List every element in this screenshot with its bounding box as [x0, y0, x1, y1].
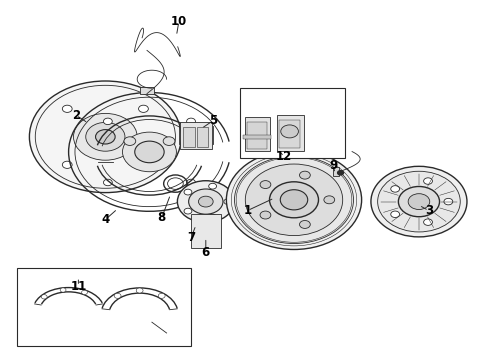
- Text: 9: 9: [329, 159, 337, 172]
- Text: 4: 4: [101, 213, 109, 226]
- Circle shape: [86, 122, 125, 151]
- Bar: [197, 127, 208, 147]
- Circle shape: [378, 171, 460, 232]
- Circle shape: [324, 196, 335, 204]
- Circle shape: [158, 293, 165, 298]
- Circle shape: [189, 189, 223, 214]
- Circle shape: [299, 171, 310, 179]
- Bar: [243, 135, 271, 139]
- Circle shape: [391, 211, 399, 217]
- Circle shape: [226, 150, 362, 249]
- Circle shape: [444, 198, 453, 205]
- Circle shape: [103, 118, 112, 125]
- Text: 2: 2: [72, 109, 80, 122]
- Circle shape: [408, 194, 430, 210]
- Circle shape: [62, 161, 72, 168]
- Circle shape: [139, 105, 148, 112]
- Bar: [17, 268, 191, 346]
- Circle shape: [235, 156, 353, 243]
- Circle shape: [184, 208, 192, 214]
- Text: 11: 11: [70, 280, 87, 293]
- Circle shape: [29, 81, 181, 193]
- Circle shape: [74, 113, 137, 160]
- Circle shape: [187, 179, 196, 186]
- Circle shape: [195, 233, 207, 242]
- Circle shape: [163, 137, 175, 145]
- Circle shape: [135, 141, 164, 163]
- Circle shape: [177, 181, 234, 222]
- Bar: [333, 167, 339, 176]
- Circle shape: [299, 220, 310, 228]
- Bar: [247, 122, 267, 149]
- Bar: [180, 122, 212, 149]
- Circle shape: [245, 164, 343, 235]
- Circle shape: [122, 132, 176, 172]
- Circle shape: [391, 186, 399, 192]
- Circle shape: [260, 211, 271, 219]
- Circle shape: [124, 137, 136, 145]
- Circle shape: [41, 294, 47, 299]
- Circle shape: [260, 181, 271, 189]
- Bar: [277, 115, 304, 151]
- Circle shape: [103, 179, 112, 186]
- Circle shape: [424, 219, 433, 225]
- Text: 8: 8: [158, 211, 166, 224]
- Circle shape: [114, 293, 121, 298]
- Circle shape: [96, 130, 115, 144]
- Text: 3: 3: [425, 204, 433, 217]
- Circle shape: [62, 105, 72, 112]
- Circle shape: [224, 199, 232, 204]
- Circle shape: [209, 183, 217, 189]
- Circle shape: [60, 288, 66, 292]
- Circle shape: [187, 118, 196, 125]
- Circle shape: [424, 178, 433, 184]
- Circle shape: [136, 288, 143, 293]
- Bar: [245, 117, 270, 151]
- Text: 12: 12: [276, 150, 293, 163]
- Text: 7: 7: [187, 231, 195, 244]
- Text: 5: 5: [209, 114, 217, 127]
- Circle shape: [398, 186, 440, 217]
- Bar: [183, 127, 195, 147]
- Circle shape: [198, 196, 213, 207]
- Bar: [191, 214, 220, 248]
- Bar: [140, 87, 154, 94]
- Circle shape: [139, 161, 148, 168]
- Circle shape: [209, 214, 217, 220]
- Circle shape: [280, 190, 308, 210]
- Circle shape: [371, 166, 467, 237]
- Circle shape: [270, 182, 318, 218]
- Circle shape: [281, 125, 298, 138]
- Text: 6: 6: [202, 246, 210, 258]
- Circle shape: [184, 189, 192, 195]
- Circle shape: [338, 171, 343, 175]
- Text: 10: 10: [171, 15, 187, 28]
- Text: 1: 1: [244, 204, 251, 217]
- Circle shape: [82, 290, 88, 294]
- Bar: [240, 88, 345, 158]
- Bar: [279, 120, 300, 148]
